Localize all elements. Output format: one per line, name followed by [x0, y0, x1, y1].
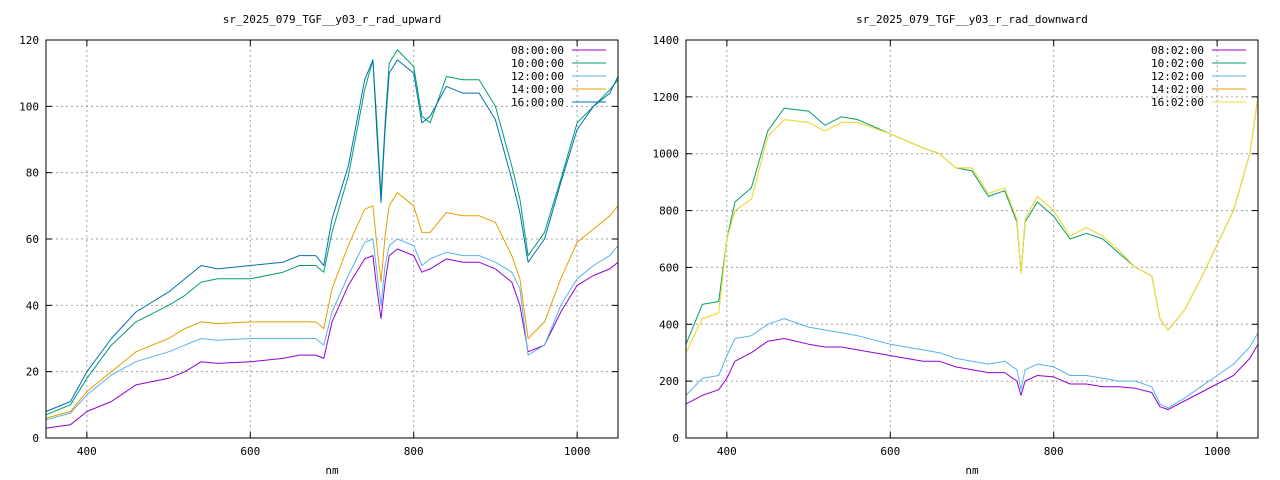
- series-line-12-02-00: [685, 318, 1259, 409]
- x-axis-label: nm: [325, 464, 339, 477]
- legend-label: 12:00:00: [511, 70, 564, 83]
- y-tick-label: 1200: [653, 91, 680, 104]
- legend-label: 10:00:00: [511, 57, 564, 70]
- y-tick-label: 0: [32, 432, 39, 445]
- legend-label: 10:02:00: [1151, 57, 1204, 70]
- series-line-14-00-00: [45, 192, 619, 419]
- y-tick-label: 200: [659, 375, 679, 388]
- x-tick-label: 400: [717, 445, 737, 458]
- chart-title: sr_2025_079_TGF__y03_r_rad_upward: [223, 13, 442, 26]
- legend-label: 14:00:00: [511, 83, 564, 96]
- y-tick-label: 100: [19, 100, 39, 113]
- y-tick-label: 1000: [653, 148, 680, 161]
- series-line-08-00-00: [45, 248, 619, 429]
- x-tick-label: 600: [240, 445, 260, 458]
- x-tick-label: 800: [404, 445, 424, 458]
- legend-label: 16:02:00: [1151, 96, 1204, 109]
- series-line-10-02-00: [685, 96, 1259, 345]
- legend-label: 14:02:00: [1151, 83, 1204, 96]
- x-tick-label: 800: [1044, 445, 1064, 458]
- y-tick-label: 0: [672, 432, 679, 445]
- x-tick-label: 1000: [1204, 445, 1231, 458]
- plot-frame: [685, 39, 1259, 439]
- legend-label: 16:00:00: [511, 96, 564, 109]
- legend-label: 08:00:00: [511, 44, 564, 57]
- series-line-12-00-00: [45, 238, 619, 421]
- series-line-08-02-00: [685, 338, 1259, 411]
- y-tick-label: 80: [26, 167, 39, 180]
- y-tick-label: 600: [659, 261, 679, 274]
- y-tick-label: 1400: [653, 34, 680, 47]
- legend-label: 12:02:00: [1151, 70, 1204, 83]
- y-tick-label: 400: [659, 318, 679, 331]
- y-tick-label: 60: [26, 233, 39, 246]
- y-tick-label: 800: [659, 205, 679, 218]
- chart-title: sr_2025_079_TGF__y03_r_rad_downward: [856, 13, 1088, 26]
- legend-label: 08:02:00: [1151, 44, 1204, 57]
- x-tick-label: 600: [880, 445, 900, 458]
- y-tick-label: 120: [19, 34, 39, 47]
- series-line-14-02-00: [685, 96, 1259, 353]
- series-line-16-00-00: [45, 59, 619, 412]
- y-tick-label: 20: [26, 366, 39, 379]
- downward-radiance-chart: sr_2025_079_TGF__y03_r_rad_downward 400 60…: [653, 13, 1259, 477]
- x-tick-label: 400: [77, 445, 97, 458]
- x-tick-label: 1000: [564, 445, 591, 458]
- x-axis-label: nm: [965, 464, 979, 477]
- series-line-16-02-00: [685, 96, 1259, 353]
- y-tick-label: 40: [26, 299, 39, 312]
